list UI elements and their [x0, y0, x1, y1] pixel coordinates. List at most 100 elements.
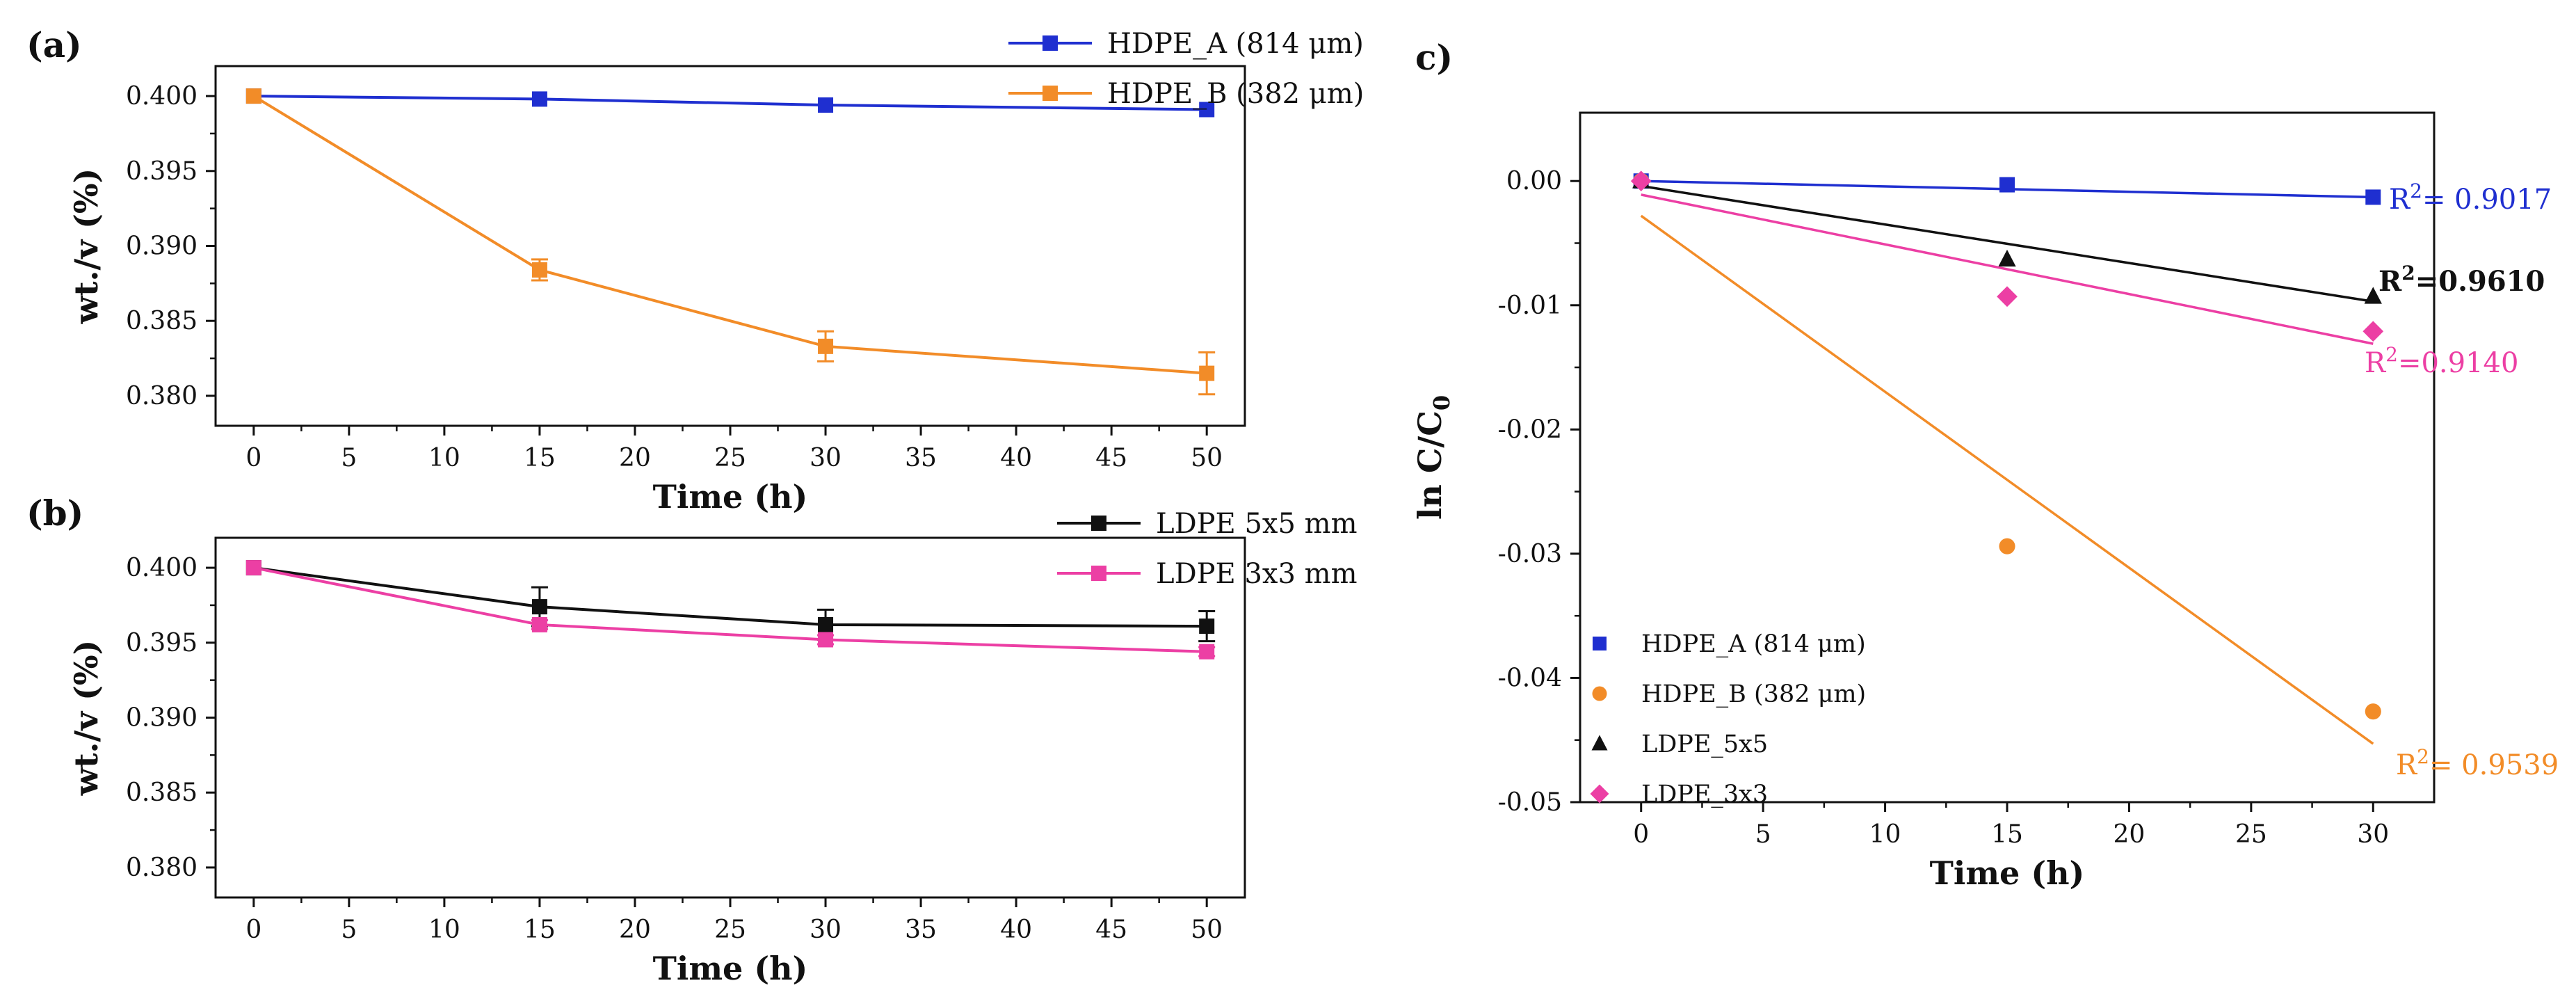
r2-annotation: R2= 0.9539 — [2396, 745, 2559, 781]
legend-marker — [1592, 686, 1607, 701]
fit-line — [1641, 184, 2374, 303]
r2-superscript: 2 — [2417, 745, 2429, 768]
y-tick-label: 0.385 — [126, 779, 198, 807]
legend-entry: HDPE_A (814 μm) — [1008, 28, 1364, 60]
data-point — [1199, 644, 1215, 660]
series-line — [253, 566, 1207, 628]
panel-label: c) — [1415, 37, 1453, 78]
x-tick-label: 10 — [428, 444, 460, 472]
x-tick-label: 0 — [1633, 820, 1649, 849]
legend-label: LDPE_3x3 — [1641, 781, 1768, 808]
r2-value: =0.9610 — [2415, 265, 2545, 298]
series-2 — [245, 560, 1216, 660]
data-point — [1999, 538, 2015, 554]
x-tick-label: 45 — [1095, 916, 1127, 944]
r2-superscript: 2 — [2401, 262, 2415, 285]
data-point — [2365, 189, 2381, 205]
legend-marker — [1590, 784, 1609, 804]
y-axis-title-text: wt./v (%) — [67, 640, 105, 797]
r2-superscript: 2 — [2385, 343, 2398, 366]
r2-label: R — [2365, 347, 2387, 379]
data-point — [531, 599, 547, 615]
x-axis-title: Time (h) — [1930, 854, 2085, 892]
y-axis-title: wt./v (%) — [67, 640, 105, 797]
x-tick-label: 20 — [2114, 820, 2146, 849]
legend-marker — [1091, 516, 1106, 531]
y-axis-title: wt./v (%) — [67, 168, 105, 325]
r2-value: = 0.9539 — [2429, 749, 2559, 781]
y-tick-label: 0.380 — [126, 382, 198, 410]
legend-label: HDPE_B (382 μm) — [1107, 78, 1364, 110]
x-tick-label: 20 — [619, 444, 651, 472]
data-point — [2362, 321, 2384, 342]
r2-annotation: R2= 0.9017 — [2389, 179, 2552, 216]
r2-label: R — [2389, 184, 2411, 216]
x-tick-label: 40 — [1000, 916, 1032, 944]
legend-label: HDPE_B (382 μm) — [1641, 680, 1866, 708]
x-tick-label: 5 — [341, 444, 357, 472]
x-tick-label: 15 — [1991, 820, 2023, 849]
chart-panel-3: 0 5 10 15 20 25 300.00-0.01-0.02-0.03-0.04-0.0… — [1411, 111, 2559, 892]
series-1: R2= 0.9017 — [1633, 173, 2552, 216]
y-axis-title-text: ln C/C — [1411, 410, 1449, 520]
data-point — [245, 560, 261, 576]
legend-entry: HDPE_A (814 μm) — [1593, 630, 1866, 658]
y-tick-label: 0.390 — [126, 232, 198, 261]
y-tick-label: -0.05 — [1498, 788, 1562, 817]
data-point — [2365, 703, 2381, 720]
data-point — [1199, 365, 1215, 381]
y-tick-label: 0.385 — [126, 307, 198, 335]
panel-label: (b) — [26, 493, 83, 534]
legend-marker — [1091, 566, 1106, 581]
data-point — [1998, 249, 2016, 267]
y-tick-label: 0.00 — [1506, 167, 1562, 195]
legend-label: HDPE_A (814 μm) — [1107, 28, 1364, 60]
y-tick-label: 0.395 — [126, 629, 198, 657]
legend-entry: HDPE_B (382 μm) — [1008, 78, 1364, 110]
legend-marker — [1591, 735, 1608, 751]
x-tick-label: 0 — [245, 444, 261, 472]
legend-entry: LDPE_3x3 — [1590, 781, 1768, 808]
x-tick-label: 15 — [524, 916, 556, 944]
series-line — [252, 95, 1207, 375]
r2-value: = 0.9017 — [2422, 184, 2552, 216]
r2-value: =0.9140 — [2398, 347, 2518, 379]
legend-entry: LDPE_5x5 — [1591, 730, 1768, 758]
data-point — [1999, 177, 2015, 193]
series-3: R2=0.9610 — [1632, 171, 2545, 304]
legend-label: LDPE 3x3 mm — [1156, 558, 1358, 590]
legend-label: LDPE_5x5 — [1641, 730, 1768, 758]
data-point — [818, 616, 834, 632]
plot-frame — [214, 65, 1246, 427]
x-tick-label: 25 — [2235, 820, 2267, 849]
x-tick-label: 5 — [1755, 820, 1771, 849]
x-tick-label: 10 — [1869, 820, 1901, 849]
data-point — [531, 616, 547, 632]
x-tick-label: 30 — [2357, 820, 2389, 849]
y-tick-label: 0.400 — [126, 82, 198, 111]
x-axis-title: Time (h) — [653, 478, 808, 516]
legend-marker — [1043, 86, 1058, 101]
data-point — [1997, 286, 2018, 308]
y-tick-label: -0.02 — [1498, 415, 1562, 444]
x-tick-label: 15 — [524, 444, 556, 472]
chart-panel-2: 0 5 10 15 20 25 30 35 40 45 50 0.380 0.385 0.390 0.395… — [67, 536, 1246, 987]
legend-label: LDPE 5x5 mm — [1156, 508, 1358, 540]
legend-entry: LDPE 3x3 mm — [1057, 558, 1358, 590]
x-tick-label: 45 — [1095, 444, 1127, 472]
r2-label: R — [2378, 265, 2402, 298]
x-tick-label: 50 — [1191, 916, 1223, 944]
y-tick-label: 0.390 — [126, 704, 198, 733]
legend-entry: HDPE_B (382 μm) — [1592, 680, 1866, 708]
panel-label: (a) — [26, 24, 82, 65]
x-axis-title: Time (h) — [653, 950, 808, 987]
data-point — [531, 91, 547, 107]
x-tick-label: 5 — [341, 916, 357, 944]
legend-marker — [1593, 637, 1607, 650]
data-point — [818, 97, 834, 113]
y-axis-title-subscript: 0 — [1428, 395, 1455, 410]
data-point — [2364, 287, 2382, 304]
x-tick-label: 40 — [1000, 444, 1032, 472]
legend-marker — [1043, 35, 1058, 51]
